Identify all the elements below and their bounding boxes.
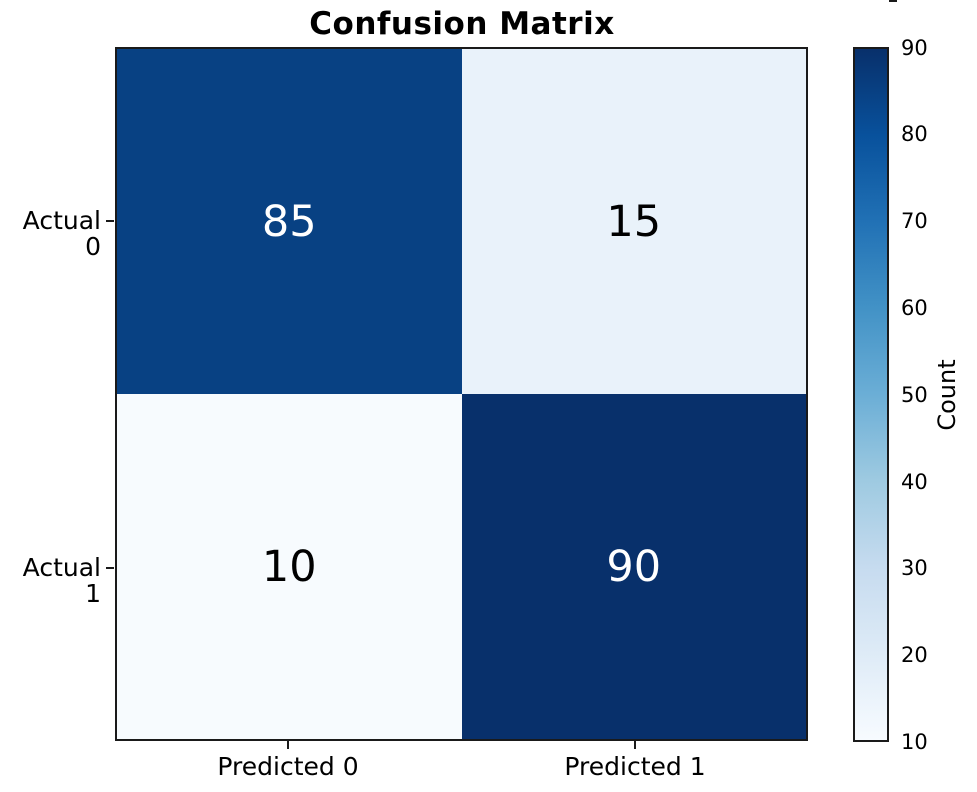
y-axis-tick-label-actual0: Actual 0	[22, 206, 101, 261]
chart-title: Confusion Matrix	[309, 6, 615, 42]
colorbar-tick-label: 80	[901, 122, 928, 146]
colorbar-axis-label: Count	[933, 359, 961, 431]
heatmap-cell-actual1-predicted0: 10	[117, 394, 462, 739]
heatmap-plot-area: 85 15 10 90	[115, 47, 808, 741]
cell-value: 15	[606, 196, 662, 247]
y-axis-tick-label-actual1: Actual 1	[22, 553, 101, 608]
x-axis-tick-label-predicted0: Predicted 0	[217, 752, 359, 781]
heatmap-cell-actual1-predicted1: 90	[461, 394, 806, 739]
colorbar-gradient	[853, 47, 889, 742]
colorbar-tick-label: 10	[901, 730, 928, 754]
x-axis-tick-label-predicted1: Predicted 1	[564, 752, 706, 781]
colorbar-tick-label: 90	[901, 36, 928, 60]
y-tick-mark	[106, 567, 114, 569]
heatmap-cell-actual0-predicted0: 85	[117, 49, 462, 394]
y-tick-mark	[106, 220, 114, 222]
cell-value: 85	[261, 196, 317, 247]
colorbar-tick-label: 70	[901, 209, 928, 233]
colorbar-tick-label: 40	[901, 470, 928, 494]
cell-value: 90	[606, 541, 662, 592]
colorbar-tick-mark	[889, 0, 897, 2]
colorbar-tick-label: 60	[901, 296, 928, 320]
cell-value: 10	[261, 541, 317, 592]
heatmap-cell-actual0-predicted1: 15	[461, 49, 806, 394]
colorbar-tick-label: 30	[901, 556, 928, 580]
colorbar-tick-label: 20	[901, 643, 928, 667]
x-tick-mark	[287, 741, 289, 749]
x-tick-mark	[634, 741, 636, 749]
colorbar-tick-label: 50	[901, 383, 928, 407]
